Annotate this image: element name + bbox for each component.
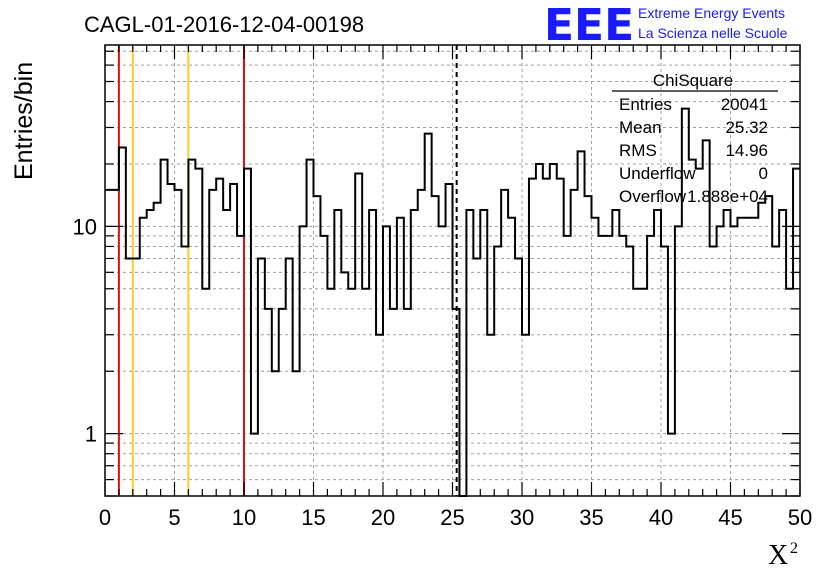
stats-row-value: 0 (759, 164, 768, 183)
stats-row-label: Entries (619, 95, 672, 114)
x-tick-labels: 0 5 10 15 20 25 30 35 40 45 50 (99, 505, 812, 530)
stats-rows: Entries 20041 Mean 25.32 RMS 14.96 Underflow 0 O… (619, 95, 768, 206)
stats-row-label: Underflow (619, 164, 696, 183)
y-tick-label: 10 (73, 214, 97, 239)
stats-row: Overflow 1.888e+04 (619, 187, 768, 206)
stats-row: Underflow 0 (619, 164, 768, 183)
x-tick-label: 25 (440, 505, 464, 530)
x-tick-label: 10 (232, 505, 256, 530)
x-tick-label: 45 (718, 505, 742, 530)
x-axis-label-base: X (768, 540, 788, 571)
grid (105, 45, 800, 497)
x-tick-label: 0 (99, 505, 111, 530)
x-tick-label: 40 (649, 505, 673, 530)
y-tick-labels: 1 10 (73, 214, 97, 446)
stats-row: Mean 25.32 (619, 118, 768, 137)
stats-row-value: 20041 (721, 95, 768, 114)
x-tick-label: 20 (371, 505, 395, 530)
plot-frame (104, 44, 801, 497)
x-tick-label: 30 (510, 505, 534, 530)
stats-row-label: Overflow (619, 187, 687, 206)
stats-title: ChiSquare (653, 71, 733, 90)
stats-row-label: RMS (619, 141, 657, 160)
x-tick-label: 35 (579, 505, 603, 530)
eee-logo: EEE Extreme Energy Events La Scienza nel… (544, 0, 788, 51)
histogram-outline (105, 107, 800, 497)
stats-row-value: 14.96 (725, 141, 768, 160)
stats-row-label: Mean (619, 118, 662, 137)
stats-row: RMS 14.96 (619, 141, 768, 160)
axis-ticks (104, 45, 801, 497)
x-tick-label: 50 (788, 505, 812, 530)
y-axis-label: Entries/bin (10, 62, 38, 180)
y-tick-label: 1 (85, 422, 97, 447)
eee-logo-text: EEE (544, 0, 634, 51)
stats-box: ChiSquare Entries 20041 Mean 25.32 RMS 14.96 U… (612, 71, 778, 206)
stats-row-value: 25.32 (725, 118, 768, 137)
eee-logo-line2: La Scienza nelle Scuole (638, 25, 788, 41)
x-axis-label: X 2 (768, 540, 798, 571)
stats-row: Entries 20041 (619, 95, 768, 114)
reference-lines (117, 45, 458, 496)
eee-logo-line1: Extreme Energy Events (638, 5, 785, 21)
x-axis-label-superscript: 2 (790, 540, 798, 557)
stats-row-value: 1.888e+04 (687, 187, 768, 206)
x-tick-label: 5 (168, 505, 180, 530)
x-tick-label: 15 (301, 505, 325, 530)
chart-title: CAGL-01-2016-12-04-00198 (84, 12, 364, 37)
